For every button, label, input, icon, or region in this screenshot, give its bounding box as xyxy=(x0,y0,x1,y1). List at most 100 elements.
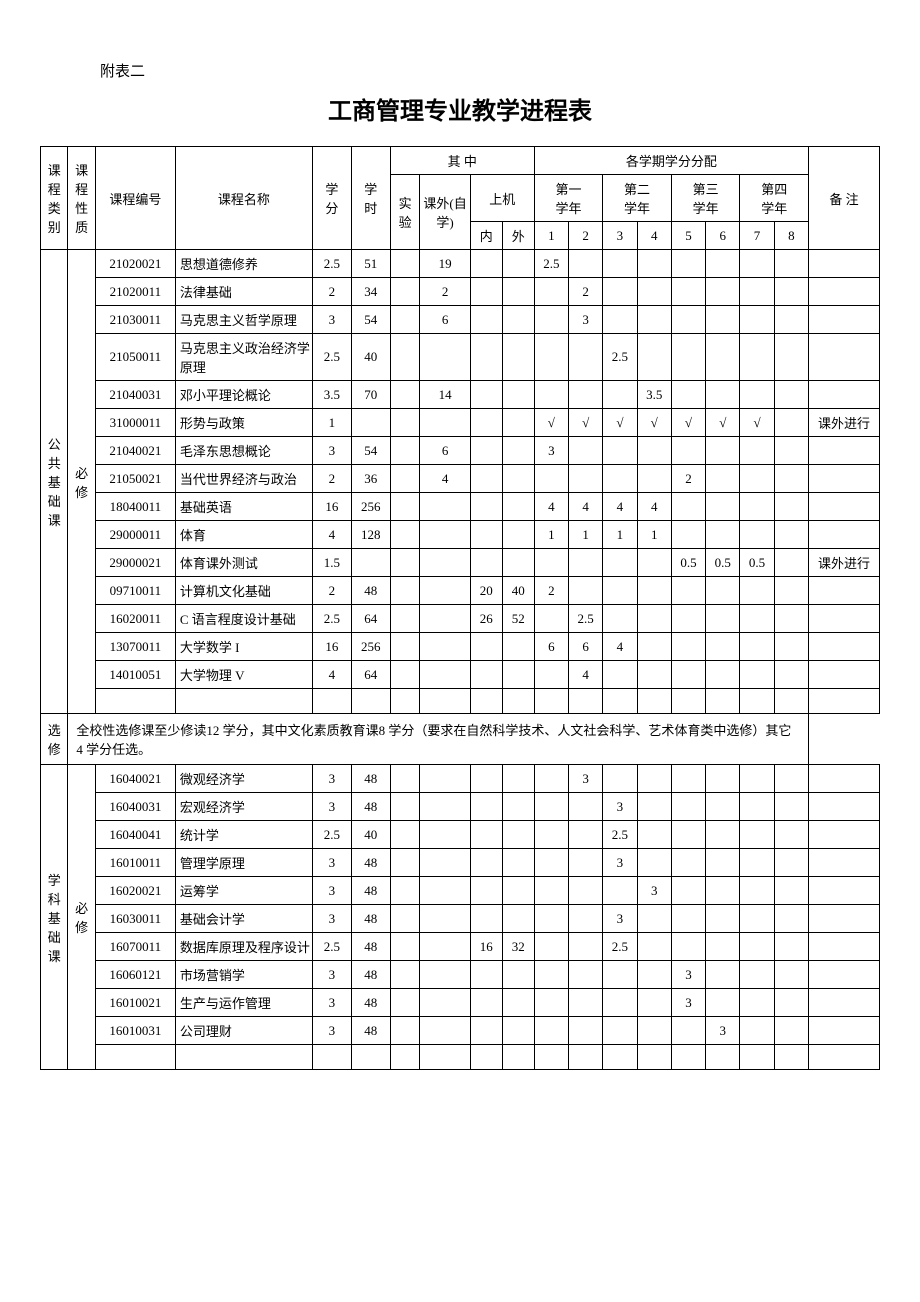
cell-lab xyxy=(390,278,420,306)
cell-s4 xyxy=(637,278,671,306)
cell-remark xyxy=(808,250,879,278)
cell-s3 xyxy=(603,989,637,1017)
hdr-among: 其 中 xyxy=(390,147,534,175)
cell-s2 xyxy=(569,849,603,877)
cell-name: 大学物理 V xyxy=(175,661,312,689)
table-row: 16070011数据库原理及程序设计2.54816322.5 xyxy=(41,933,880,961)
cell-s4 xyxy=(637,765,671,793)
cell-s4 xyxy=(637,250,671,278)
cell-s6 xyxy=(706,961,740,989)
cell-name: 基础英语 xyxy=(175,493,312,521)
cell-s4 xyxy=(637,577,671,605)
cell-s4: 4 xyxy=(637,493,671,521)
cell-s6 xyxy=(706,849,740,877)
cell-hours: 36 xyxy=(351,465,390,493)
cell-lab xyxy=(390,605,420,633)
cell-remark xyxy=(808,877,879,905)
cell-remark xyxy=(808,765,879,793)
cell-cout: 32 xyxy=(502,933,534,961)
hdr-nature: 课程性质 xyxy=(68,147,95,250)
cell-s1 xyxy=(534,306,568,334)
cell-cin xyxy=(470,334,502,381)
cell-s2 xyxy=(569,961,603,989)
cell-credit: 3 xyxy=(313,1017,352,1045)
cell-cout xyxy=(502,278,534,306)
cell-lab xyxy=(390,989,420,1017)
cell-hours: 51 xyxy=(351,250,390,278)
cell-s5 xyxy=(671,633,705,661)
cell-s7 xyxy=(740,933,774,961)
cell-s1: √ xyxy=(534,409,568,437)
cell-extra xyxy=(420,577,470,605)
cell-name: 形势与政策 xyxy=(175,409,312,437)
cell-s2: √ xyxy=(569,409,603,437)
cell-s5 xyxy=(671,493,705,521)
cell-cout xyxy=(502,549,534,577)
cell-s3 xyxy=(603,250,637,278)
cell-extra: 14 xyxy=(420,381,470,409)
cell-cout xyxy=(502,465,534,493)
cell-s7 xyxy=(740,633,774,661)
table-row: 16040041统计学2.5402.5 xyxy=(41,821,880,849)
cell-s4 xyxy=(637,821,671,849)
cell-code: 14010051 xyxy=(95,661,175,689)
cell-hours: 48 xyxy=(351,793,390,821)
cell-remark xyxy=(808,989,879,1017)
hdr-s1: 1 xyxy=(534,222,568,250)
cell-cout: 40 xyxy=(502,577,534,605)
cell-lab xyxy=(390,765,420,793)
cell-remark xyxy=(808,633,879,661)
cell-s1 xyxy=(534,849,568,877)
cell-remark: 课外进行 xyxy=(808,409,879,437)
cell-s1: 2.5 xyxy=(534,250,568,278)
cell-s7 xyxy=(740,381,774,409)
cell-s8 xyxy=(774,549,808,577)
cell-s2 xyxy=(569,465,603,493)
table-row: 18040011基础英语162564444 xyxy=(41,493,880,521)
cell-credit: 2.5 xyxy=(313,250,352,278)
cell-credit: 2 xyxy=(313,577,352,605)
cell-s3 xyxy=(603,278,637,306)
cell-s4: √ xyxy=(637,409,671,437)
cell-name: 体育 xyxy=(175,521,312,549)
cell-s6 xyxy=(706,989,740,1017)
cell-credit: 1.5 xyxy=(313,549,352,577)
cell-remark xyxy=(808,1017,879,1045)
cell-s4 xyxy=(637,465,671,493)
cell-s5 xyxy=(671,278,705,306)
cell-s4 xyxy=(637,989,671,1017)
cell-s6 xyxy=(706,278,740,306)
cell-s5 xyxy=(671,905,705,933)
cell-s7 xyxy=(740,577,774,605)
cell-s1 xyxy=(534,765,568,793)
cell-hours: 48 xyxy=(351,577,390,605)
cell-s8 xyxy=(774,381,808,409)
cell-s1 xyxy=(534,793,568,821)
cell-credit: 3 xyxy=(313,849,352,877)
cell-hours: 48 xyxy=(351,905,390,933)
cell-s3 xyxy=(603,765,637,793)
cell-s7 xyxy=(740,605,774,633)
cell-hours: 70 xyxy=(351,381,390,409)
cell-s7 xyxy=(740,849,774,877)
cell-credit: 2 xyxy=(313,278,352,306)
cell-cout xyxy=(502,849,534,877)
cell-cout xyxy=(502,250,534,278)
cell-s8 xyxy=(774,905,808,933)
cell-cout xyxy=(502,521,534,549)
cell-s7 xyxy=(740,961,774,989)
cell-s4 xyxy=(637,933,671,961)
cell-extra xyxy=(420,989,470,1017)
cell-s4 xyxy=(637,793,671,821)
cell-code: 16020011 xyxy=(95,605,175,633)
cell-extra: 2 xyxy=(420,278,470,306)
cell-lab xyxy=(390,905,420,933)
cell-code: 16070011 xyxy=(95,933,175,961)
cell-credit: 2.5 xyxy=(313,334,352,381)
cell-name: 大学数学 I xyxy=(175,633,312,661)
cell-s8 xyxy=(774,577,808,605)
cell-lab xyxy=(390,437,420,465)
cell-hours: 54 xyxy=(351,306,390,334)
cell-credit: 2.5 xyxy=(313,821,352,849)
cell-cin xyxy=(470,821,502,849)
